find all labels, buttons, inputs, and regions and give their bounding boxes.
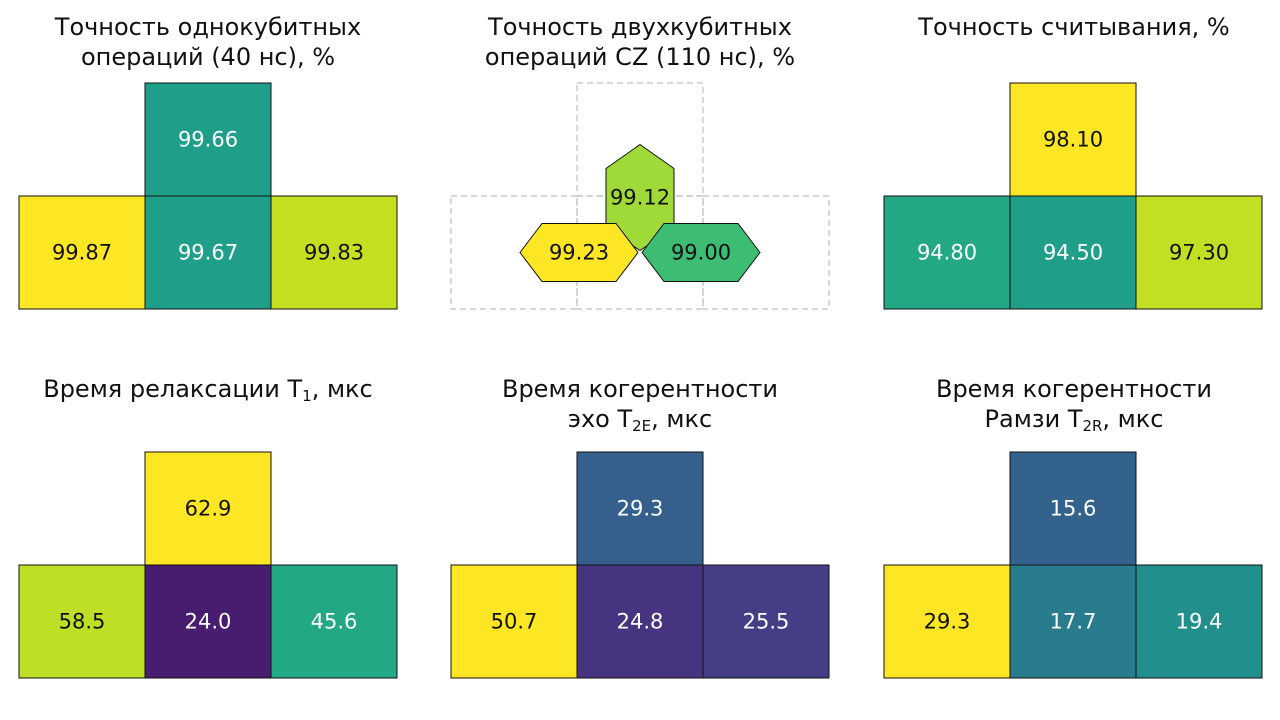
- cell-value-label: 24.0: [185, 610, 232, 634]
- heatmap-cell-right: [1135, 564, 1263, 679]
- title-unit: , мкс: [651, 405, 713, 433]
- heatmap-cell-center: [144, 564, 272, 679]
- title-line-2: эхо T2E, мкс: [450, 404, 830, 434]
- title-main: эхо T: [567, 405, 633, 433]
- heatmap-cell-top: [576, 451, 704, 566]
- chart-4-marks: 29.3 50.7 24.8 25.5: [450, 451, 830, 679]
- cell-value-label: 50.7: [491, 610, 538, 634]
- title-unit: , мкс: [1102, 405, 1164, 433]
- chart-0-marks: 99.66 99.87 99.67 99.83: [18, 82, 398, 310]
- cell-value-label: 94.50: [1043, 241, 1103, 265]
- heatmap-cell-left: [883, 195, 1011, 310]
- cell-value-label: 25.5: [743, 610, 790, 634]
- coupler-value-label: 99.12: [610, 186, 670, 210]
- title-main: Время релаксации T: [43, 375, 303, 403]
- cell-value-label: 97.30: [1169, 241, 1229, 265]
- cell-value-label: 99.66: [178, 128, 238, 152]
- cell-value-label: 99.67: [178, 241, 238, 265]
- heatmap-cell-left: [883, 564, 1011, 679]
- coupler-value-label: 99.23: [549, 241, 609, 265]
- chart-title: Точность считывания, %: [884, 12, 1264, 42]
- heatmap-cell-left: [18, 564, 146, 679]
- cell-value-label: 99.87: [52, 241, 112, 265]
- title-line-1: Точность считывания, %: [918, 13, 1230, 41]
- title-unit: , мкс: [311, 375, 373, 403]
- chart-3-marks: 62.9 58.5 24.0 45.6: [18, 451, 398, 679]
- heatmap-cell-center: [1009, 195, 1137, 310]
- title-line-2: операций (40 нс), %: [80, 43, 336, 71]
- title-line-1: Время когерентности: [501, 375, 778, 403]
- heatmap-cell-left: [450, 564, 578, 679]
- chart-title: Точность однокубитных операций (40 нс), …: [18, 12, 398, 72]
- chart-1-marks: 99.12 99.23 99.00: [450, 82, 830, 310]
- chart-title: Время релаксации T1, мкс: [18, 374, 398, 404]
- cell-value-label: 24.8: [617, 610, 664, 634]
- coupler-center-top: [605, 143, 675, 252]
- cell-value-label: 62.9: [185, 497, 232, 521]
- title-subscript: 2E: [632, 417, 652, 435]
- cell-value-label: 29.3: [924, 610, 971, 634]
- coupler-center-right: [641, 223, 761, 282]
- chart-title: Время когерентности Рамзи T2R, мкс: [884, 374, 1264, 434]
- coupler-value-label: 99.00: [671, 241, 731, 265]
- heatmap-cell-right: [1135, 195, 1263, 310]
- coupler-left-center: [519, 223, 639, 282]
- heatmap-cell-center: [1009, 564, 1137, 679]
- title-main: Рамзи T: [984, 405, 1083, 433]
- cell-value-label: 29.3: [617, 497, 664, 521]
- title-subscript: 2R: [1082, 417, 1103, 435]
- title-line-2: Рамзи T2R, мкс: [884, 404, 1264, 434]
- heatmap-cell-right: [702, 564, 830, 679]
- title-line-1: Точность однокубитных: [54, 13, 362, 41]
- cell-value-label: 99.83: [304, 241, 364, 265]
- heatmap-cell-right: [270, 564, 398, 679]
- cell-value-label: 19.4: [1176, 610, 1223, 634]
- cell-value-label: 98.10: [1043, 128, 1103, 152]
- chart-title: Точность двухкубитных операций CZ (110 н…: [450, 12, 830, 72]
- title-line-1: Точность двухкубитных: [488, 13, 792, 41]
- chart-5-marks: 15.6 29.3 17.7 19.4: [883, 451, 1263, 679]
- heatmap-cell-right: [270, 195, 398, 310]
- heatmap-cell-center: [576, 564, 704, 679]
- title-line-1: Время когерентности: [935, 375, 1212, 403]
- title-subscript: 1: [302, 387, 312, 405]
- title-line-2: операций CZ (110 нс), %: [484, 43, 796, 71]
- cell-value-label: 15.6: [1050, 497, 1097, 521]
- cell-value-label: 45.6: [311, 610, 358, 634]
- chart-2-marks: 98.10 94.80 94.50 97.30: [883, 82, 1263, 310]
- cell-value-label: 94.80: [917, 241, 977, 265]
- chart-title: Время когерентности эхо T2E, мкс: [450, 374, 830, 434]
- heatmap-cell-top: [1009, 82, 1137, 197]
- cell-value-label: 58.5: [59, 610, 106, 634]
- cell-value-label: 17.7: [1050, 610, 1097, 634]
- heatmap-cell-center: [144, 195, 272, 310]
- heatmap-cell-top: [1009, 451, 1137, 566]
